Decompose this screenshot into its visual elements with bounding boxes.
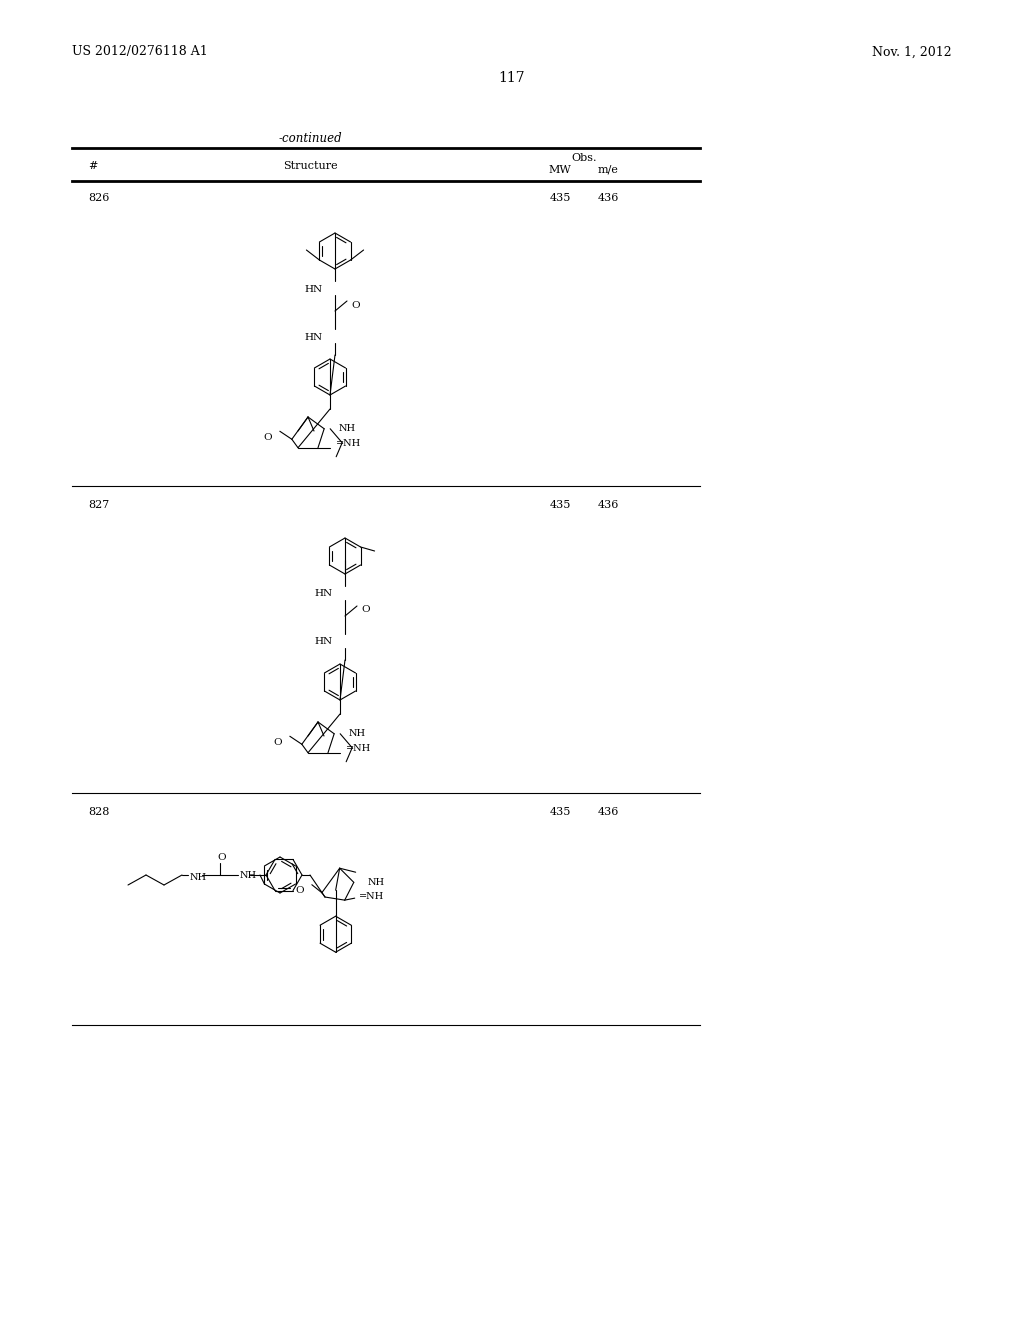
Text: O: O — [351, 301, 359, 309]
Text: 435: 435 — [549, 807, 570, 817]
Text: NH: NH — [240, 870, 257, 879]
Text: #: # — [88, 161, 97, 172]
Text: Structure: Structure — [283, 161, 337, 172]
Text: US 2012/0276118 A1: US 2012/0276118 A1 — [72, 45, 208, 58]
Text: 436: 436 — [597, 193, 618, 203]
Text: 436: 436 — [597, 807, 618, 817]
Text: 435: 435 — [549, 500, 570, 510]
Text: NH: NH — [338, 424, 355, 433]
Text: 826: 826 — [88, 193, 110, 203]
Text: O: O — [273, 738, 282, 747]
Text: NH: NH — [348, 729, 366, 738]
Text: O: O — [361, 606, 370, 615]
Text: O: O — [218, 853, 226, 862]
Text: HN: HN — [305, 285, 323, 293]
Text: 828: 828 — [88, 807, 110, 817]
Text: -continued: -continued — [279, 132, 342, 144]
Text: O: O — [295, 886, 304, 895]
Text: HN: HN — [305, 333, 323, 342]
Text: NH: NH — [190, 873, 207, 882]
Text: HN: HN — [314, 638, 333, 647]
Text: =NH: =NH — [336, 440, 361, 449]
Text: =NH: =NH — [358, 891, 384, 900]
Text: HN: HN — [314, 590, 333, 598]
Text: m/e: m/e — [598, 165, 618, 176]
Text: 436: 436 — [597, 500, 618, 510]
Text: 435: 435 — [549, 193, 570, 203]
Text: 117: 117 — [499, 71, 525, 84]
Text: 827: 827 — [88, 500, 110, 510]
Text: Obs.: Obs. — [571, 153, 597, 162]
Text: =NH: =NH — [346, 744, 372, 754]
Text: NH: NH — [368, 878, 385, 887]
Text: Nov. 1, 2012: Nov. 1, 2012 — [872, 45, 952, 58]
Text: MW: MW — [549, 165, 571, 176]
Text: O: O — [263, 433, 271, 442]
